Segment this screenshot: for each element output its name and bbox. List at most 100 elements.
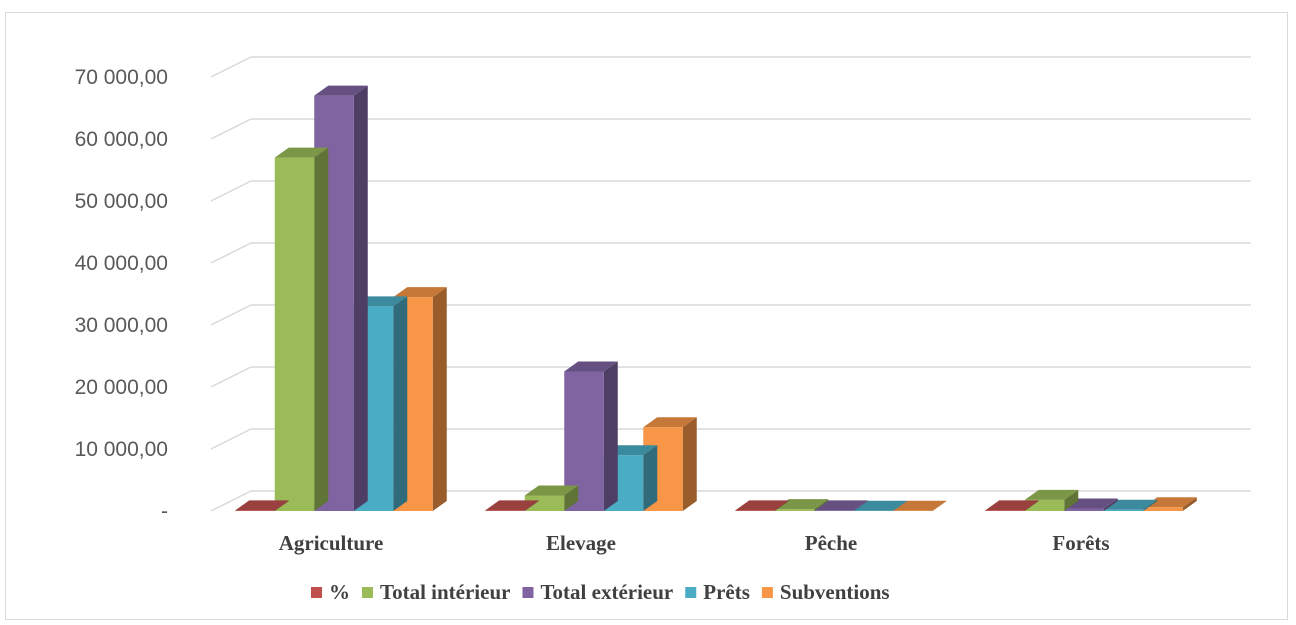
bar-top <box>485 500 539 511</box>
bar-side <box>564 485 579 511</box>
legend-item: Subventions <box>761 580 890 604</box>
gridline-depth <box>210 56 252 78</box>
bar-top <box>393 287 447 298</box>
bar-front <box>814 510 854 511</box>
bar-top <box>1024 489 1079 500</box>
bar-top <box>524 485 579 496</box>
legend-label: Total extérieur <box>540 580 673 604</box>
bar-side <box>853 500 868 511</box>
chart-frame: - 10 000,00 20 000,00 30 000,00 40 000,00 50 … <box>5 12 1288 620</box>
y-tick-label: 50 000,00 <box>75 190 168 213</box>
bar-top <box>643 417 697 428</box>
bar-front <box>524 495 565 511</box>
bar-top <box>274 147 329 158</box>
bar-pêche-2 <box>814 500 868 511</box>
bar-side <box>274 500 289 511</box>
bar-elevage-0 <box>485 500 539 511</box>
bar-side <box>682 417 697 511</box>
bar-top <box>814 500 868 511</box>
legend-swatch <box>522 587 534 598</box>
legend-label: % <box>329 580 350 604</box>
y-tick-label: 40 000,00 <box>75 252 168 275</box>
bar-top <box>735 500 789 511</box>
gridline-depth <box>210 428 252 450</box>
bar-side <box>432 287 447 511</box>
bar-pêche-4 <box>893 500 947 511</box>
bar-side <box>1143 499 1158 511</box>
bar-pêche-0 <box>735 500 789 511</box>
y-tick-label: - <box>161 500 168 523</box>
bar-top <box>985 500 1039 511</box>
gridline-depth <box>210 490 252 512</box>
bar-side <box>1182 497 1197 511</box>
bar-front <box>985 510 1025 511</box>
y-tick-label: 30 000,00 <box>75 314 168 337</box>
bar-forêts-0 <box>985 500 1039 511</box>
legend-label: Prêts <box>703 580 750 604</box>
legend-item: Total extérieur <box>522 580 673 604</box>
gridline-depth <box>210 366 252 388</box>
bar-front <box>1024 499 1065 511</box>
y-tick-label: 20 000,00 <box>75 376 168 399</box>
bar-side <box>1024 500 1039 511</box>
category-label: Forêts <box>1052 531 1109 555</box>
bar-side <box>1064 489 1079 511</box>
category-label: Elevage <box>546 531 616 555</box>
bar-top <box>774 499 829 510</box>
bar-side <box>314 147 329 511</box>
bar-chart: - 10 000,00 20 000,00 30 000,00 40 000,00 50 … <box>75 56 1251 604</box>
bar-top <box>893 500 947 511</box>
bar-side <box>774 500 789 511</box>
bar-side <box>603 361 618 511</box>
bar-front <box>1103 509 1144 511</box>
bar-top <box>314 85 368 96</box>
y-tick-label: 10 000,00 <box>75 438 168 461</box>
legend-swatch <box>311 587 322 598</box>
bar-side <box>524 500 539 511</box>
y-tick-label: 70 000,00 <box>75 66 168 89</box>
y-tick-label: 60 000,00 <box>75 128 168 151</box>
legend-swatch <box>362 587 373 598</box>
gridline-depth <box>210 242 252 264</box>
bar-front <box>235 510 275 511</box>
bar-top <box>1103 499 1158 510</box>
bar-side <box>393 296 408 511</box>
bars <box>235 85 1197 511</box>
category-label: Agriculture <box>279 531 384 555</box>
bar-pêche-3 <box>853 500 908 511</box>
bar-front <box>1143 507 1183 511</box>
bar-pêche-1 <box>774 499 829 511</box>
bar-top <box>564 361 618 372</box>
legend-label: Total intérieur <box>380 580 510 604</box>
bar-side <box>932 500 947 511</box>
bar-side <box>893 500 908 511</box>
bar-elevage-1 <box>524 485 579 511</box>
category-label: Pêche <box>805 531 857 555</box>
bar-side <box>1103 498 1118 511</box>
gridline-depth <box>210 118 252 140</box>
bar-side <box>814 499 829 511</box>
x-axis-category-labels: Agriculture Elevage Pêche Forêts <box>279 531 1110 555</box>
bar-top <box>853 500 908 511</box>
bar-agriculture-0 <box>235 500 289 511</box>
gridline-depth <box>210 304 252 326</box>
y-axis-tick-labels: - 10 000,00 20 000,00 30 000,00 40 000,00 50 … <box>75 66 168 523</box>
bar-elevage-4 <box>643 417 697 511</box>
legend-swatch <box>685 587 697 598</box>
bar-front <box>274 157 315 511</box>
legend-item: Prêts <box>685 580 750 604</box>
legend-swatch <box>761 587 773 598</box>
bar-front <box>485 510 525 511</box>
legend: % Total intérieur Total extérieur Prêts Subv… <box>311 580 890 604</box>
bar-front <box>774 509 815 511</box>
legend-item: Total intérieur <box>362 580 510 604</box>
bar-side <box>353 85 368 511</box>
gridline-depth <box>210 180 252 202</box>
bar-top <box>235 500 289 511</box>
bar-forêts-3 <box>1103 499 1158 511</box>
bar-side <box>643 445 658 511</box>
bar-front <box>735 510 775 511</box>
bar-front <box>1064 508 1104 511</box>
legend-label: Subventions <box>780 580 890 604</box>
bar-forêts-1 <box>1024 489 1079 511</box>
